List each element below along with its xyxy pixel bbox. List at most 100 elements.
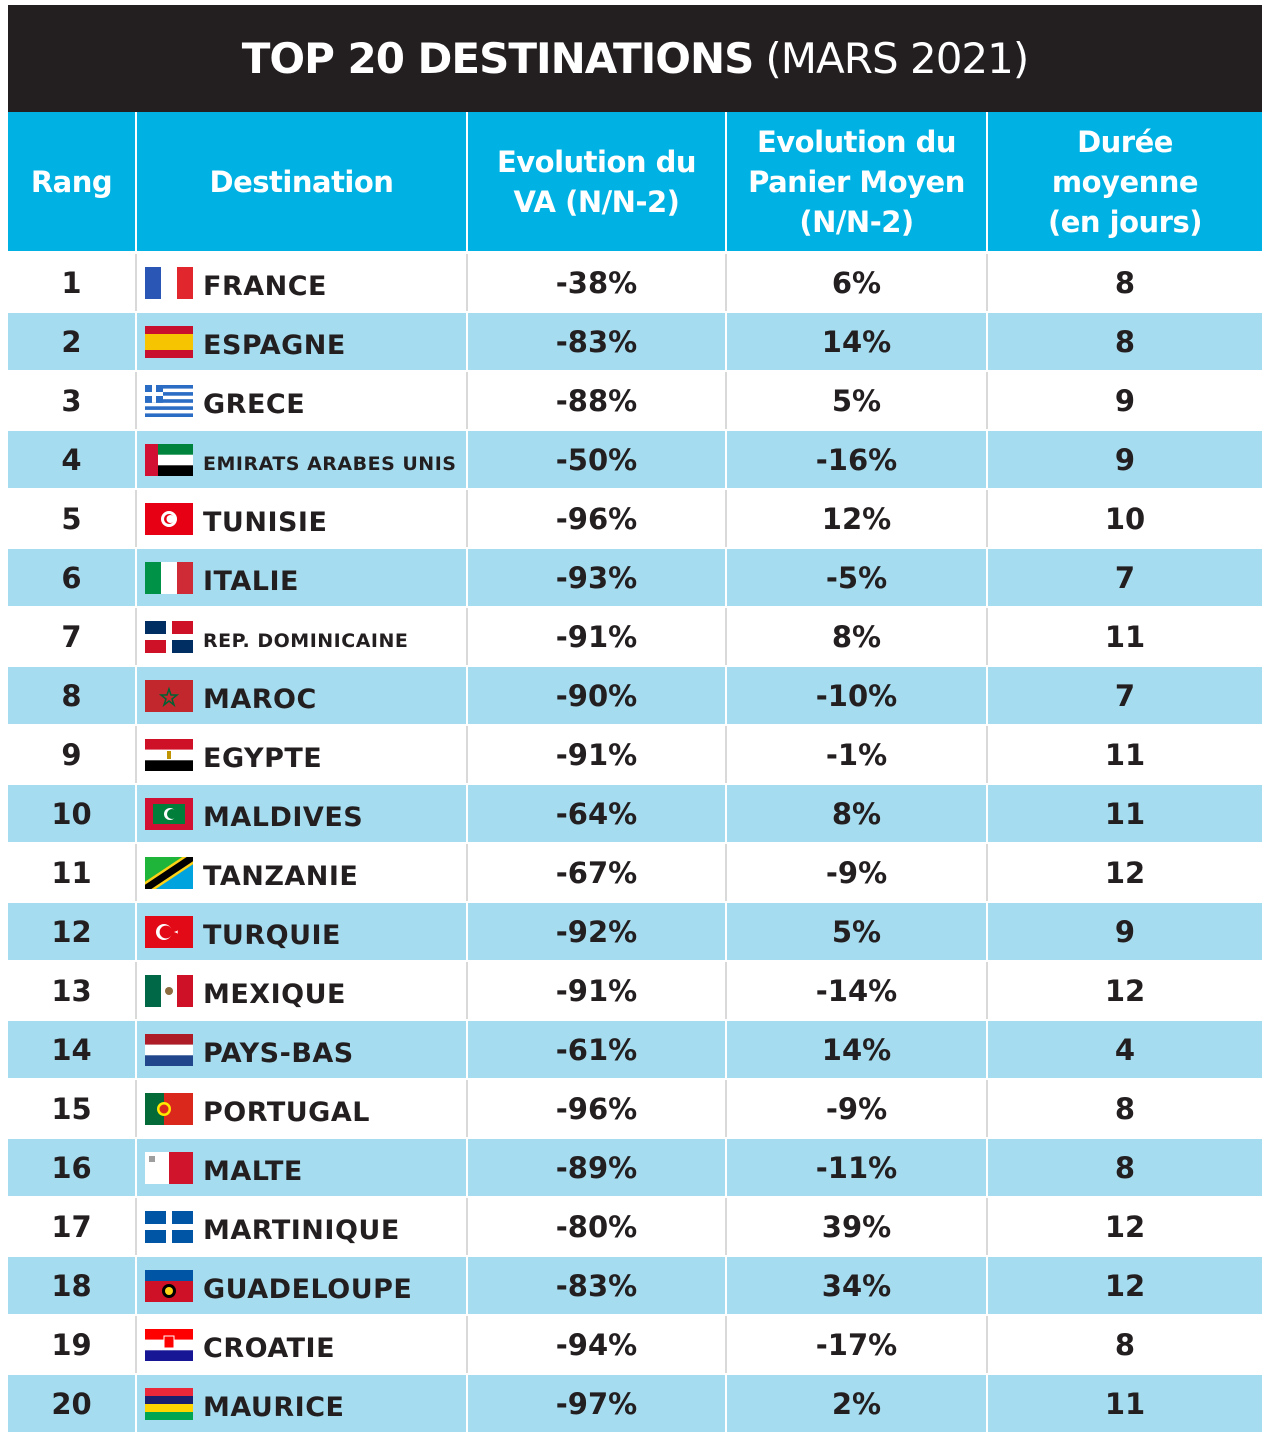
panier-cell: 14% (727, 313, 988, 370)
table-row: 10 MALDIVES -64% 8% 11 (8, 785, 1262, 842)
destination-cell: MARTINIQUE (137, 1198, 468, 1255)
destination-cell: ESPAGNE (137, 313, 468, 370)
va-cell: -38% (468, 254, 727, 311)
rang-cell: 17 (8, 1198, 137, 1255)
va-cell: -80% (468, 1198, 727, 1255)
duree-cell: 8 (1114, 324, 1136, 359)
destination-cell: TANZANIE (137, 844, 468, 901)
title-sub: (MARS 2021) (765, 34, 1029, 83)
duree-cell: 12 (1104, 1209, 1146, 1244)
rang-cell: 20 (8, 1375, 137, 1432)
duree-cell: 8 (1114, 1091, 1136, 1126)
header-panier-line3: (N/N-2) (799, 204, 914, 239)
table-title: TOP 20 DESTINATIONS (MARS 2021) (8, 5, 1262, 112)
va-cell: -97% (468, 1375, 727, 1432)
panier-cell: 8% (727, 608, 988, 665)
panier-cell: 5% (727, 903, 988, 960)
table-row: 11 TANZANIE -67% -9% 12 (8, 844, 1262, 901)
destination-cell: MAURICE (137, 1375, 468, 1432)
va-cell: -83% (468, 1257, 727, 1314)
croatia-flag-icon (145, 1328, 193, 1361)
destination-name: MALTE (203, 1156, 303, 1187)
tanzania-flag-icon (145, 856, 193, 889)
destination-name: PORTUGAL (203, 1097, 370, 1128)
rang-cell: 12 (8, 903, 137, 960)
panier-cell: -14% (727, 962, 988, 1019)
mauritius-flag-icon (145, 1387, 193, 1420)
va-cell: -92% (468, 903, 727, 960)
va-cell: -50% (468, 431, 727, 488)
panier-cell: -9% (727, 1080, 988, 1137)
duree-cell: 11 (1104, 619, 1146, 654)
uae-flag-icon (145, 443, 193, 476)
duree-cell: 12 (1104, 855, 1146, 890)
panier-cell: 6% (727, 254, 988, 311)
rang-cell: 11 (8, 844, 137, 901)
table-row: 18 GUADELOUPE -83% 34% 12 (8, 1257, 1262, 1314)
table-row: 19 CROATIE -94% -17% 8 (8, 1316, 1262, 1373)
duree-cell: 11 (1104, 737, 1146, 772)
destination-name: MARTINIQUE (203, 1215, 400, 1246)
header-destination-label: Destination (209, 164, 394, 199)
destination-cell: EGYPTE (137, 726, 468, 783)
destination-name: GRECE (203, 389, 306, 420)
portugal-flag-icon (145, 1092, 193, 1125)
duree-cell: 12 (1104, 1268, 1146, 1303)
header-duree-line3: (en jours) (1048, 204, 1203, 239)
rang-cell: 1 (8, 254, 137, 311)
va-cell: -64% (468, 785, 727, 842)
va-cell: -88% (468, 372, 727, 429)
panier-cell: 14% (727, 1021, 988, 1078)
destination-name: EGYPTE (203, 743, 323, 774)
duree-cell: 9 (1114, 383, 1136, 418)
rang-cell: 19 (8, 1316, 137, 1373)
va-cell: -94% (468, 1316, 727, 1373)
destination-cell: PAYS-BAS (137, 1021, 468, 1078)
rang-cell: 4 (8, 431, 137, 488)
destination-name: TUNISIE (203, 507, 328, 538)
panier-cell: -11% (727, 1139, 988, 1196)
header-row: Rang Destination Evolution du VA (N/N-2)… (8, 112, 1262, 251)
destination-name: MEXIQUE (203, 979, 346, 1010)
header-panier-line2: Panier Moyen (748, 164, 965, 199)
table-row: 7 REP. DOMINICAINE -91% 8% 11 (8, 608, 1262, 665)
rang-cell: 13 (8, 962, 137, 1019)
va-cell: -89% (468, 1139, 727, 1196)
rang-cell: 5 (8, 490, 137, 547)
table-row: 20 MAURICE -97% 2% 11 (8, 1375, 1262, 1432)
dominican-republic-flag-icon (145, 620, 193, 653)
va-cell: -91% (468, 608, 727, 665)
mexico-flag-icon (145, 974, 193, 1007)
destination-cell: MALTE (137, 1139, 468, 1196)
duree-cell: 7 (1114, 678, 1136, 713)
destination-cell: PORTUGAL (137, 1080, 468, 1137)
morocco-flag-icon (145, 679, 193, 712)
table-body: 1 FRANCE -38% 6% 8 2 ESPAGNE -83% 14% 8 3 GRECE -88%… (8, 254, 1262, 1434)
panier-cell: -16% (727, 431, 988, 488)
table-row: 16 MALTE -89% -11% 8 (8, 1139, 1262, 1196)
destination-cell: GUADELOUPE (137, 1257, 468, 1314)
duree-cell: 8 (1114, 1327, 1136, 1362)
duree-cell: 4 (1114, 1032, 1136, 1067)
table-row: 13 MEXIQUE -91% -14% 12 (8, 962, 1262, 1019)
destination-name: GUADELOUPE (203, 1274, 413, 1305)
va-cell: -91% (468, 962, 727, 1019)
header-panier-line1: Evolution du (756, 124, 957, 159)
duree-cell: 9 (1114, 442, 1136, 477)
france-flag-icon (145, 266, 193, 299)
header-duree-line1: Durée (1077, 124, 1173, 159)
duree-cell: 8 (1114, 265, 1136, 300)
table-row: 3 GRECE -88% 5% 9 (8, 372, 1262, 429)
destination-cell: EMIRATS ARABES UNIS (137, 431, 468, 488)
header-panier: Evolution du Panier Moyen (N/N-2) (727, 112, 988, 251)
panier-cell: 2% (727, 1375, 988, 1432)
table-row: 17 MARTINIQUE -80% 39% 12 (8, 1198, 1262, 1255)
va-cell: -83% (468, 313, 727, 370)
destination-name: EMIRATS ARABES UNIS (203, 452, 457, 475)
va-cell: -93% (468, 549, 727, 606)
panier-cell: -9% (727, 844, 988, 901)
rang-cell: 18 (8, 1257, 137, 1314)
table-row: 4 EMIRATS ARABES UNIS -50% -16% 9 (8, 431, 1262, 488)
rang-cell: 6 (8, 549, 137, 606)
panier-cell: 39% (727, 1198, 988, 1255)
